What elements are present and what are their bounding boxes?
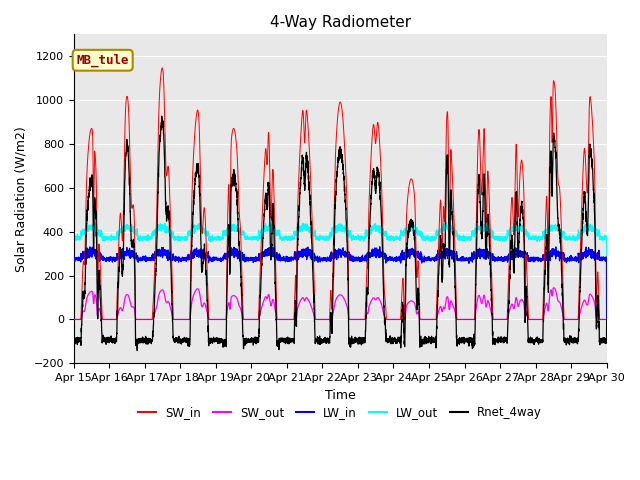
Text: MB_tule: MB_tule (76, 54, 129, 67)
Title: 4-Way Radiometer: 4-Way Radiometer (269, 15, 411, 30)
X-axis label: Time: Time (325, 389, 356, 402)
Y-axis label: Solar Radiation (W/m2): Solar Radiation (W/m2) (15, 126, 28, 272)
Legend: SW_in, SW_out, LW_in, LW_out, Rnet_4way: SW_in, SW_out, LW_in, LW_out, Rnet_4way (134, 401, 547, 423)
